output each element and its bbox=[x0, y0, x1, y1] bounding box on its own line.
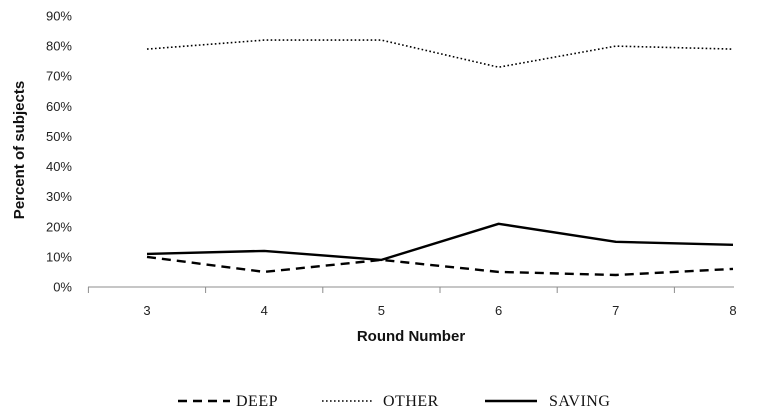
x-tick-label: 4 bbox=[261, 303, 268, 318]
x-tick-label: 3 bbox=[143, 303, 150, 318]
x-tick-label: 6 bbox=[495, 303, 502, 318]
x-tick-label: 7 bbox=[612, 303, 619, 318]
legend-label-other: OTHER bbox=[383, 393, 439, 410]
x-axis-title: Round Number bbox=[357, 328, 465, 345]
legend: DEEP OTHER SAVING bbox=[178, 393, 610, 410]
y-tick-label: 60% bbox=[46, 99, 72, 114]
y-axis-title: Percent of subjects bbox=[11, 81, 28, 219]
y-tick-label: 80% bbox=[46, 39, 72, 54]
x-axis-ticks: 3 4 5 6 7 8 bbox=[87, 287, 737, 318]
y-tick-label: 40% bbox=[46, 159, 72, 174]
y-tick-label: 70% bbox=[46, 69, 72, 84]
series-line-other bbox=[146, 39, 734, 68]
series-lines bbox=[146, 39, 734, 277]
legend-label-deep: DEEP bbox=[236, 393, 278, 410]
x-tick-label: 5 bbox=[378, 303, 385, 318]
y-tick-label: 90% bbox=[46, 9, 72, 24]
series-line-saving bbox=[146, 222, 734, 262]
y-tick-label: 0% bbox=[53, 280, 72, 295]
series-line-deep bbox=[146, 255, 734, 277]
y-tick-label: 30% bbox=[46, 189, 72, 204]
y-tick-label: 50% bbox=[46, 129, 72, 144]
legend-label-saving: SAVING bbox=[549, 393, 610, 410]
x-tick-label: 8 bbox=[729, 303, 736, 318]
y-axis-ticks: 0% 10% 20% 30% 40% 50% 60% 70% 80% 90% bbox=[46, 9, 72, 295]
y-tick-label: 20% bbox=[46, 219, 72, 234]
y-tick-label: 10% bbox=[46, 249, 72, 264]
